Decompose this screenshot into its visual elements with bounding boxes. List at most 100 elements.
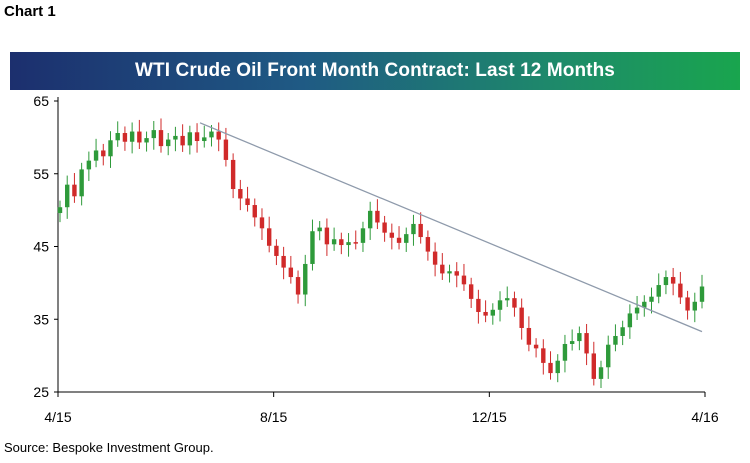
candle-body — [663, 277, 669, 286]
y-tick-label: 65 — [33, 93, 49, 109]
candle-body — [404, 234, 409, 243]
candle-body — [396, 237, 402, 243]
candle-body — [642, 301, 647, 308]
candle-body — [418, 223, 423, 238]
candle-body — [339, 239, 344, 246]
candle-body — [584, 333, 589, 354]
candle-body — [166, 139, 171, 147]
chart-plot: 25 35 45 55 65 4/15 8/15 12/15 4/16 — [33, 93, 718, 425]
x-tick-label: 8/15 — [260, 409, 287, 425]
candle-body — [324, 227, 330, 245]
candle-body — [634, 307, 640, 314]
candle-body — [627, 313, 633, 328]
candle-body — [303, 263, 308, 295]
candle-body — [223, 139, 229, 160]
candle-body — [505, 298, 510, 301]
candle-body — [620, 327, 625, 336]
candle-body — [447, 271, 452, 274]
candle-body — [577, 333, 582, 342]
candle-body — [382, 222, 387, 233]
candle-body — [519, 307, 524, 328]
candle-body — [93, 150, 99, 161]
candle-body — [331, 239, 337, 245]
candle-body — [497, 300, 503, 310]
candle-body — [461, 275, 467, 285]
candle-body — [230, 159, 236, 190]
candle-body — [86, 160, 92, 170]
candle-body — [483, 311, 488, 316]
candle-body — [101, 150, 106, 157]
candle-body — [367, 210, 373, 229]
candle-body — [360, 228, 366, 243]
candle-body — [137, 131, 142, 143]
candle-body — [202, 137, 207, 142]
candle-body — [317, 227, 322, 232]
candle-body — [310, 231, 315, 264]
candle-body — [158, 130, 164, 147]
candle-body — [656, 285, 661, 297]
candle-body — [281, 255, 286, 268]
candle-body — [670, 277, 676, 284]
candle-body — [194, 132, 200, 142]
candle-body — [129, 131, 135, 142]
candle-body — [238, 189, 243, 199]
x-tick-label: 4/15 — [44, 409, 71, 425]
x-tick-label: 4/16 — [691, 409, 718, 425]
candle-body — [245, 198, 250, 206]
candle-body — [180, 135, 185, 146]
candle-body — [57, 207, 63, 214]
candle-body — [122, 133, 128, 142]
candle-body — [65, 184, 70, 208]
candle-body — [375, 210, 380, 223]
candle-body — [649, 296, 654, 302]
candle-body — [468, 284, 474, 299]
candle-body — [591, 353, 596, 379]
candle-body — [108, 140, 113, 157]
candle-body — [144, 138, 149, 143]
candle-body — [476, 298, 481, 312]
candle-body — [425, 237, 431, 252]
y-tick-label: 25 — [33, 384, 49, 400]
candle-body — [432, 251, 438, 265]
trend-line — [199, 122, 703, 333]
candle-body — [598, 367, 604, 379]
candle-body — [555, 360, 560, 374]
candle-body — [209, 131, 214, 138]
candle-body — [490, 309, 496, 316]
x-tick-label: 12/15 — [472, 409, 507, 425]
candle-body — [548, 362, 553, 374]
candle-body — [389, 232, 395, 238]
candle-body — [526, 327, 532, 345]
candle-body — [216, 131, 221, 140]
chart-title-banner: WTI Crude Oil Front Month Contract: Last… — [10, 52, 740, 90]
chart-title: WTI Crude Oil Front Month Contract: Last… — [135, 60, 615, 81]
candle-body — [173, 135, 178, 140]
candle-body — [187, 132, 193, 146]
source-note: Source: Bespoke Investment Group. — [4, 440, 214, 455]
candle-body — [512, 298, 517, 308]
candle-body — [692, 301, 697, 311]
y-tick-label: 55 — [33, 166, 49, 182]
candle-body — [295, 277, 301, 295]
candle-body — [115, 133, 120, 141]
candle-body — [346, 242, 351, 246]
candle-body — [411, 223, 416, 235]
candle-body — [266, 228, 272, 246]
candle-body — [72, 184, 77, 197]
candle-body — [613, 335, 618, 345]
candle-body — [288, 267, 294, 278]
candle-body — [454, 271, 459, 276]
y-tick-label: 35 — [33, 311, 49, 327]
candle-body — [699, 286, 705, 302]
candle-body — [274, 245, 279, 256]
candle-body — [440, 264, 445, 274]
candle-body — [685, 297, 690, 311]
candle-body — [252, 205, 257, 218]
candle-body — [541, 348, 546, 363]
chart-label: Chart 1 — [4, 3, 56, 20]
candle-body — [353, 242, 358, 244]
y-tick-label: 45 — [33, 239, 49, 255]
candle-body — [151, 130, 156, 139]
candle-body — [562, 343, 568, 361]
candle-body — [79, 169, 84, 197]
